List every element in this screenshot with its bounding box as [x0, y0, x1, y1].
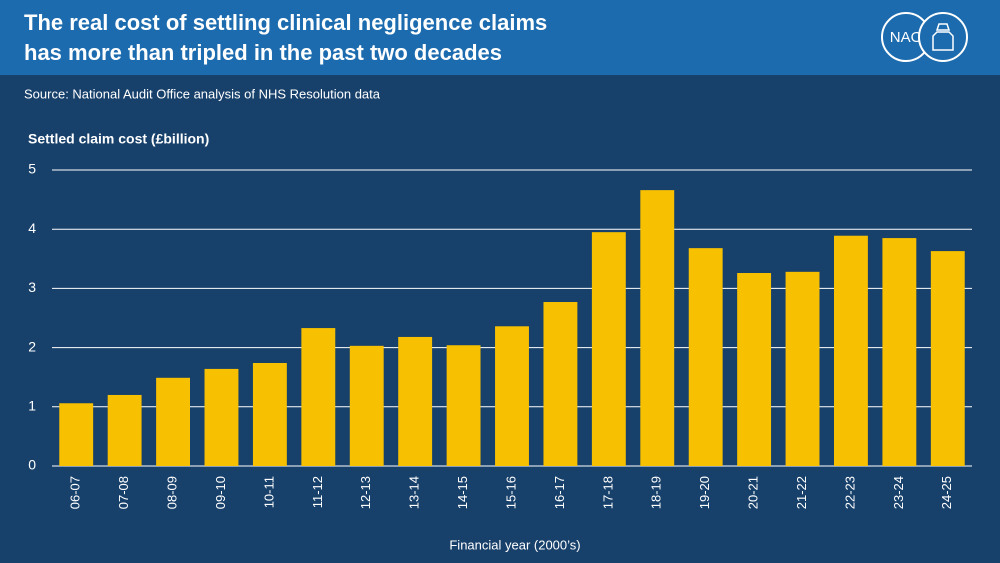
x-tick-label: 13-14: [407, 476, 422, 509]
chart-title: The real cost of settling clinical negli…: [24, 10, 547, 35]
x-tick-label: 23-24: [891, 476, 906, 509]
y-tick-label: 1: [28, 398, 36, 414]
bar: [301, 328, 336, 466]
bar: [252, 362, 287, 466]
bar: [398, 336, 433, 466]
x-tick-label: 07-08: [116, 476, 131, 509]
x-tick-label: 09-10: [213, 476, 228, 509]
y-tick-label: 4: [28, 220, 36, 236]
y-tick-label: 0: [28, 457, 36, 473]
x-tick-label: 14-15: [455, 476, 470, 509]
y-axis-label: Settled claim cost (£billion): [28, 131, 209, 147]
y-tick-label: 2: [28, 338, 36, 354]
bar: [543, 302, 578, 466]
header-band: [0, 0, 1000, 75]
x-tick-label: 24-25: [939, 476, 954, 509]
subtitle: Source: National Audit Office analysis o…: [24, 86, 381, 101]
x-tick-label: 15-16: [503, 476, 518, 509]
bar: [59, 403, 94, 466]
bar: [349, 345, 384, 466]
y-tick-label: 3: [28, 279, 36, 295]
x-tick-label: 17-18: [600, 476, 615, 509]
bar: [930, 251, 965, 466]
bar: [107, 394, 142, 466]
bar: [204, 368, 239, 466]
chart-title: has more than tripled in the past two de…: [24, 40, 502, 65]
bar: [640, 190, 675, 467]
x-tick-label: 06-07: [68, 476, 83, 509]
bar: [737, 273, 772, 466]
logo-icon: [932, 23, 954, 51]
bar: [156, 377, 190, 466]
x-tick-label: 16-17: [552, 476, 567, 509]
x-tick-label: 08-09: [164, 476, 179, 509]
x-tick-label: 22-23: [842, 476, 857, 509]
logo-crest: [918, 12, 968, 62]
x-tick-label: 20-21: [746, 476, 761, 509]
x-tick-label: 18-19: [649, 476, 664, 509]
bar: [495, 326, 529, 466]
bar: [834, 235, 868, 466]
x-axis-label: Financial year (2000’s): [449, 537, 580, 552]
bar: [882, 238, 917, 466]
x-tick-label: 11-12: [310, 476, 325, 508]
bar: [446, 345, 481, 466]
x-tick-label: 19-20: [697, 476, 712, 509]
logo: NAO: [881, 12, 968, 62]
x-tick-label: 21-22: [794, 476, 809, 509]
logo-text: NAO: [890, 29, 923, 46]
bar: [785, 271, 820, 466]
x-tick-label: 10-11: [261, 476, 276, 508]
bar: [591, 232, 626, 466]
bar: [688, 248, 723, 466]
x-tick-label: 12-13: [358, 476, 373, 509]
y-tick-label: 5: [28, 161, 36, 177]
